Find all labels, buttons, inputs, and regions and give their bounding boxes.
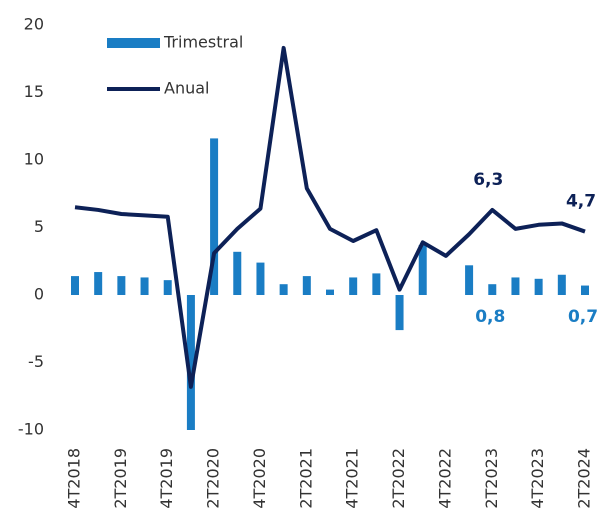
value-label: 0,7 <box>568 307 598 327</box>
y-tick-label: -10 <box>18 420 44 439</box>
bar <box>256 262 265 295</box>
bar <box>163 280 172 295</box>
bar <box>534 278 543 295</box>
legend-swatch <box>107 38 160 48</box>
x-tick-label: 2T2023 <box>482 448 501 509</box>
legend-label: Anual <box>164 79 209 98</box>
y-tick-label: -5 <box>28 352 44 371</box>
bar <box>418 245 427 295</box>
bar <box>71 276 79 295</box>
x-tick-label: 4T2023 <box>528 448 547 509</box>
bar <box>511 277 520 295</box>
line <box>74 45 586 389</box>
y-tick-label: 5 <box>34 217 44 236</box>
legend-label: Trimestral <box>163 33 243 52</box>
value-label: 4,7 <box>566 192 596 212</box>
x-tick-label: 4T2022 <box>435 448 454 509</box>
bar <box>372 273 381 295</box>
x-tick-label: 2T2022 <box>389 448 408 509</box>
x-tick-label: 2T2024 <box>575 448 594 509</box>
bar <box>279 284 288 295</box>
y-tick-label: 20 <box>24 15 44 34</box>
bar <box>326 289 334 295</box>
bar <box>465 265 474 295</box>
bar <box>488 284 497 295</box>
bar <box>557 274 566 295</box>
value-label: 0,8 <box>475 307 505 327</box>
bar <box>186 295 195 430</box>
bar <box>94 272 103 295</box>
x-tick-label: 4T2020 <box>250 448 269 509</box>
x-tick-label: 4T2018 <box>65 448 84 509</box>
bar <box>117 276 126 295</box>
bar <box>395 295 404 331</box>
bar <box>140 277 149 295</box>
y-tick-label: 15 <box>24 82 44 101</box>
x-tick-label: 2T2020 <box>204 448 223 509</box>
y-tick-label: 10 <box>24 150 44 169</box>
bar <box>349 277 358 295</box>
y-tick-label: 0 <box>34 285 44 304</box>
x-tick-label: 2T2019 <box>111 448 130 509</box>
bar <box>581 285 589 295</box>
x-tick-label: 2T2021 <box>296 448 315 509</box>
bar <box>210 138 219 295</box>
x-tick-label: 4T2019 <box>157 448 176 509</box>
value-label: 6,3 <box>473 170 503 190</box>
bar <box>233 251 242 295</box>
x-tick-label: 4T2021 <box>343 448 362 509</box>
bar <box>302 276 311 295</box>
